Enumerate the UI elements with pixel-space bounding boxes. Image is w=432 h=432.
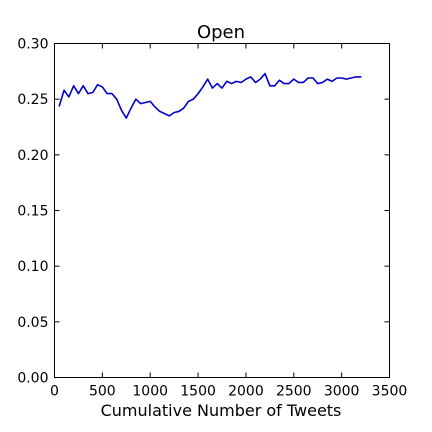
x-tick-label: 1500 bbox=[180, 384, 216, 400]
y-tick-label: 0.30 bbox=[17, 37, 48, 53]
x-tick-label: 1000 bbox=[132, 384, 168, 400]
x-tick-label: 3000 bbox=[324, 384, 360, 400]
x-tick-label: 2000 bbox=[228, 384, 264, 400]
y-tick-label: 0.05 bbox=[17, 315, 48, 331]
y-tick-label: 0.25 bbox=[17, 92, 48, 108]
x-tick-label: 3500 bbox=[372, 384, 408, 400]
chart-title: Open bbox=[197, 22, 245, 43]
x-tick-label: 0 bbox=[50, 384, 59, 400]
y-tick-label: 0.10 bbox=[17, 259, 48, 275]
x-axis-label: Cumulative Number of Tweets bbox=[101, 401, 342, 420]
y-tick-label: 0.20 bbox=[17, 148, 48, 164]
y-axis: 0.00 0.05 0.10 0.15 0.20 0.25 0.30 bbox=[17, 37, 390, 387]
y-tick-label: 0.00 bbox=[17, 371, 48, 387]
x-tick-label: 2500 bbox=[276, 384, 312, 400]
plot-frame bbox=[54, 43, 390, 378]
series-line bbox=[58, 72, 362, 119]
x-tick-label: 500 bbox=[89, 384, 116, 400]
x-axis: 0 500 1000 1500 2000 2500 3000 3500 bbox=[50, 43, 408, 400]
y-tick-label: 0.15 bbox=[17, 204, 48, 220]
